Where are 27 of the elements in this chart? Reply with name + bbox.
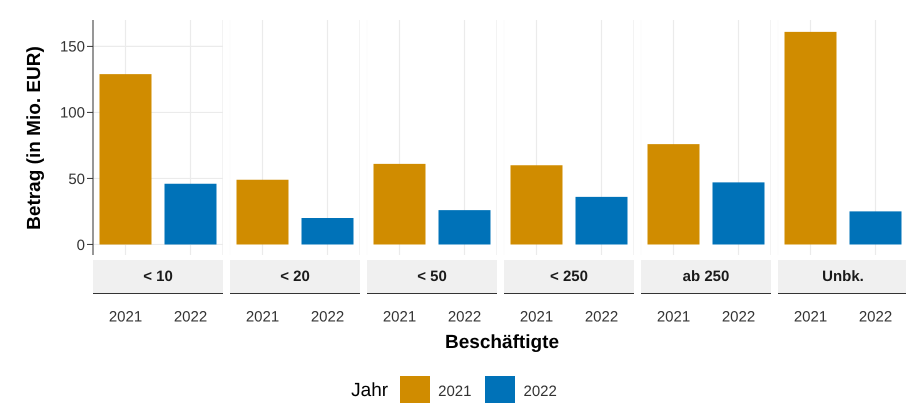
text: ab 250 xyxy=(641,260,771,294)
x-tick-label: 2021 xyxy=(382,308,416,326)
text: < 10 xyxy=(93,260,223,294)
legend-label: 2021 xyxy=(438,382,472,400)
x-tick-label: 2021 xyxy=(520,308,554,326)
x-tick-label: 2022 xyxy=(448,308,482,326)
x-tick-label: 2022 xyxy=(310,308,344,326)
text: < 20 xyxy=(230,260,360,294)
y-tick-label: 50 xyxy=(68,170,85,188)
x-tick-label: 2022 xyxy=(722,308,756,326)
x-tick-label: 2021 xyxy=(656,308,690,326)
x-tick-label: 2022 xyxy=(174,308,208,326)
text: < 50 xyxy=(367,260,497,294)
y-tick-label: 0 xyxy=(76,236,85,254)
x-tick-label: 2022 xyxy=(858,308,892,326)
y-axis-title: Betrag (in Mio. EUR) xyxy=(24,46,46,230)
y-tick-label: 100 xyxy=(60,104,85,122)
legend-title: Jahr xyxy=(351,380,388,402)
x-tick-label: 2021 xyxy=(794,308,828,326)
x-tick-label: 2021 xyxy=(108,308,142,326)
x-axis-title: Beschäftigte xyxy=(444,332,560,354)
legend-label: 2022 xyxy=(523,382,557,400)
text: Unbk. xyxy=(778,260,906,294)
text: < 250 xyxy=(504,260,634,294)
y-tick-label: 150 xyxy=(60,38,85,56)
x-tick-label: 2022 xyxy=(584,308,618,326)
x-tick-label: 2021 xyxy=(246,308,280,326)
